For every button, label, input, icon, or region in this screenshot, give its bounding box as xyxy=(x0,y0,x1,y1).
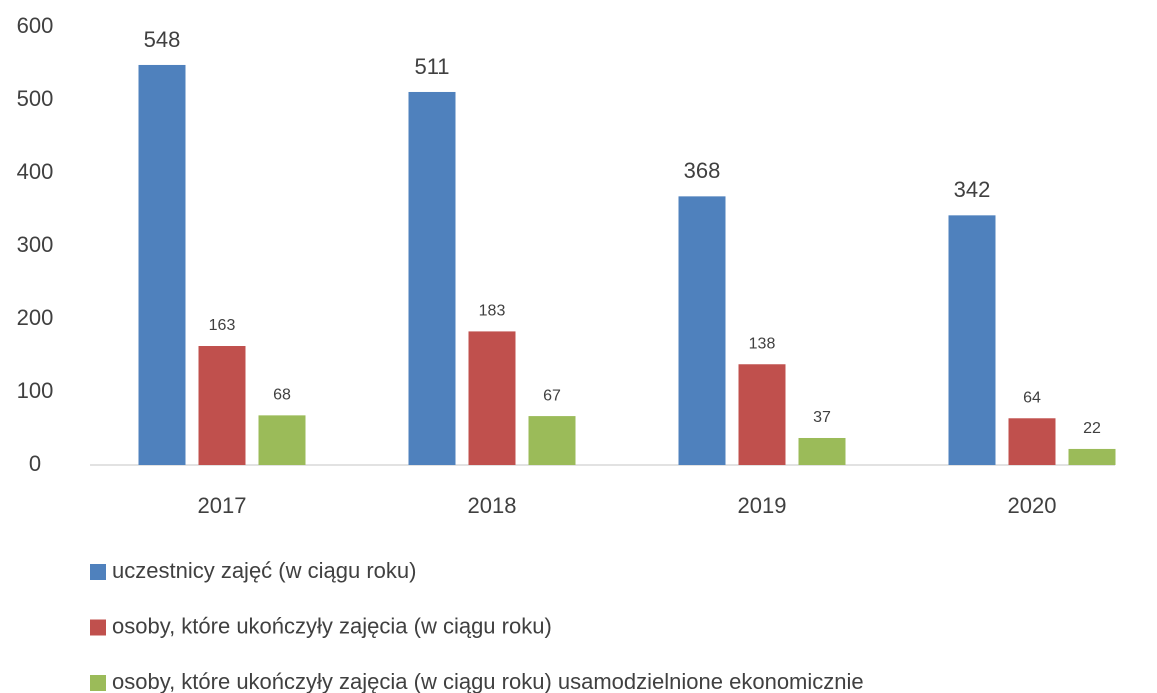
x-tick-label: 2018 xyxy=(468,493,517,518)
y-tick-label: 300 xyxy=(17,232,54,257)
data-label: 368 xyxy=(684,158,721,183)
data-label: 183 xyxy=(479,303,506,320)
x-tick-label: 2019 xyxy=(738,493,787,518)
legend-label: osoby, które ukończyły zajęcia (w ciągu … xyxy=(112,613,552,638)
bar xyxy=(468,331,516,465)
data-label: 68 xyxy=(273,387,291,404)
legend-label: osoby, które ukończyły zajęcia (w ciągu … xyxy=(112,669,864,693)
bar xyxy=(408,91,456,465)
legend-label: uczestnicy zajęć (w ciągu roku) xyxy=(112,558,416,583)
bar xyxy=(528,416,576,465)
x-tick-label: 2020 xyxy=(1008,493,1057,518)
data-label: 511 xyxy=(414,54,449,79)
y-tick-label: 200 xyxy=(17,305,54,330)
bar xyxy=(678,196,726,466)
data-label: 548 xyxy=(144,27,181,52)
bar xyxy=(1008,418,1056,465)
bar xyxy=(138,64,186,466)
bar xyxy=(948,215,996,465)
y-tick-label: 100 xyxy=(17,378,54,403)
legend-swatch xyxy=(90,564,106,580)
legend-swatch xyxy=(90,619,106,636)
data-label: 22 xyxy=(1083,420,1101,437)
data-label: 64 xyxy=(1023,389,1041,406)
y-tick-label: 400 xyxy=(17,159,54,184)
data-label: 342 xyxy=(954,177,991,202)
bar xyxy=(1068,448,1116,465)
data-label: 163 xyxy=(209,317,236,334)
data-label: 67 xyxy=(543,387,561,404)
x-tick-label: 2017 xyxy=(198,493,247,518)
y-tick-label: 600 xyxy=(17,13,54,38)
bar xyxy=(198,346,246,465)
data-label: 138 xyxy=(749,335,776,352)
bar xyxy=(738,364,786,465)
legend-swatch xyxy=(90,675,106,691)
bar xyxy=(798,437,846,465)
y-tick-label: 0 xyxy=(29,451,41,476)
y-tick-label: 500 xyxy=(17,86,54,111)
bar xyxy=(258,415,306,465)
data-label: 37 xyxy=(813,409,831,426)
